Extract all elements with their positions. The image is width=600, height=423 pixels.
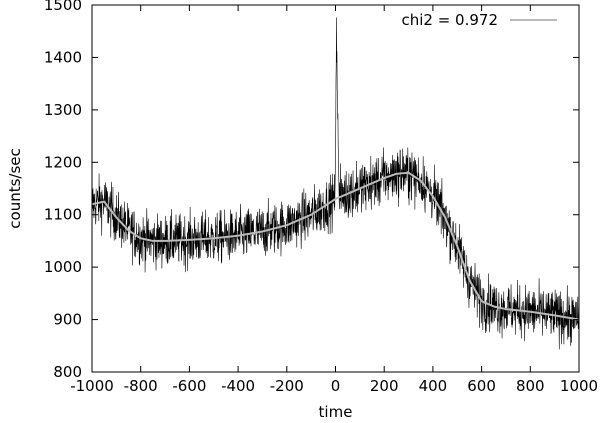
y-tick-label: 1500	[44, 0, 82, 14]
y-tick-label: 900	[53, 311, 82, 329]
y-axis-label: counts/sec	[6, 148, 24, 228]
x-axis: -1000 -800 -600 -400 -200 0 200 400 600 800 1000	[70, 5, 598, 395]
x-tick-label: 800	[516, 377, 545, 395]
y-tick-label: 800	[53, 363, 82, 381]
x-tick-label: -800	[124, 377, 158, 395]
x-axis-label: time	[319, 403, 353, 421]
legend-entry-text: chi2 = 0.972	[401, 11, 498, 29]
data-series-line	[91, 17, 580, 350]
x-tick-label: 1000	[560, 377, 598, 395]
plot-content	[91, 17, 580, 350]
x-tick-label: 600	[467, 377, 496, 395]
y-tick-label: 1100	[44, 206, 82, 224]
y-tick-label: 1400	[44, 48, 82, 66]
y-tick-label: 1000	[44, 258, 82, 276]
legend: chi2 = 0.972	[401, 11, 557, 29]
x-tick-label: -400	[221, 377, 255, 395]
x-tick-label: -200	[270, 377, 304, 395]
x-tick-label: -600	[172, 377, 206, 395]
y-tick-label: 1300	[44, 101, 82, 119]
y-tick-label: 1200	[44, 153, 82, 171]
fit-series-line	[91, 171, 580, 321]
x-tick-label: 0	[331, 377, 341, 395]
x-tick-label: -1000	[70, 377, 114, 395]
y-axis: 800 900 1000 1100 1200 1300 1400 1500	[44, 0, 579, 381]
x-tick-label: 400	[419, 377, 448, 395]
x-tick-label: 200	[370, 377, 399, 395]
